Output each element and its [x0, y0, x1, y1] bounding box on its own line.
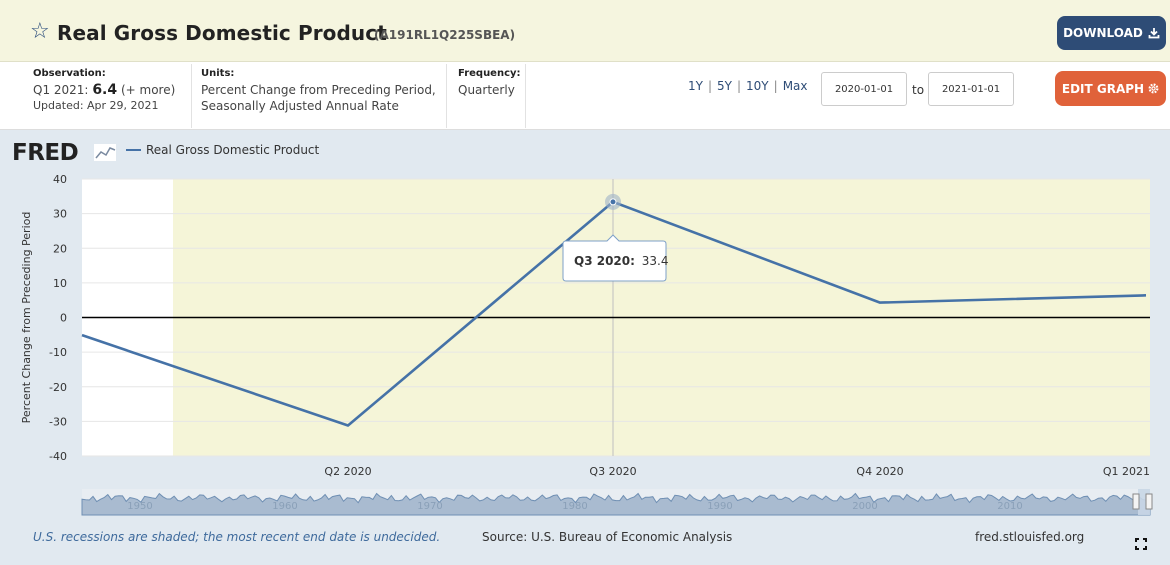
data-point-q2-2020[interactable]: [346, 423, 351, 428]
y-axis-label: Percent Change from Preceding Period: [20, 212, 33, 424]
navigator-year-label: 2010: [997, 501, 1022, 512]
units-line-1: Percent Change from Preceding Period,: [201, 83, 436, 97]
series-id: (A191RL1Q225SBEA): [374, 28, 516, 42]
navigator-labels: 1950 1960 1970 1980 1990 2000 2010: [127, 501, 1022, 512]
observation-value: 6.4: [92, 82, 118, 98]
to-label: to: [912, 83, 925, 97]
navigator-handle-left[interactable]: [1132, 493, 1140, 510]
divider: [191, 64, 192, 128]
navigator-year-label: 1970: [417, 501, 442, 512]
navigator-year-label: 1980: [562, 501, 587, 512]
navigator-year-label: 2000: [852, 501, 877, 512]
header: ☆ Real Gross Domestic Product (A191RL1Q2…: [0, 0, 1170, 62]
chart-svg: FRED Real Gross Domestic Product 4030201…: [12, 140, 1153, 516]
tooltip: Q3 2020: 33.4: [562, 234, 668, 282]
y-tick-label: 10: [53, 277, 67, 290]
range-10y-link[interactable]: 10Y: [746, 79, 769, 93]
y-tick-label: -10: [49, 346, 67, 359]
y-tick-label: -40: [49, 450, 67, 463]
data-point-q1-2021[interactable]: [1144, 293, 1149, 298]
download-label: DOWNLOAD: [1063, 26, 1143, 40]
y-axis-ticks: 40 30 20 10 0 -10 -20 -30 -40: [49, 173, 67, 463]
legend-label[interactable]: Real Gross Domestic Product: [146, 143, 320, 157]
frequency-value: Quarterly: [458, 83, 515, 97]
range-5y-link[interactable]: 5Y: [717, 79, 732, 93]
gear-icon: [1148, 83, 1159, 94]
y-tick-label: -20: [49, 381, 67, 394]
site-link[interactable]: fred.stlouisfed.org: [975, 530, 1085, 544]
x-axis-ticks: Q2 2020 Q3 2020 Q4 2020 Q1 2021: [324, 465, 1150, 478]
y-tick-label: 40: [53, 173, 67, 186]
y-tick-label: 0: [60, 312, 67, 325]
data-point-q4-2020[interactable]: [878, 300, 883, 305]
edit-graph-label: EDIT GRAPH: [1061, 81, 1145, 96]
x-tick-label: Q1 2021: [1103, 465, 1150, 478]
hover-marker[interactable]: [609, 198, 617, 206]
star-icon[interactable]: ☆: [30, 19, 50, 44]
observation-period: Q1 2021:: [33, 83, 89, 97]
range-selector: 1Y | 5Y | 10Y | Max: [688, 79, 808, 93]
range-max-link[interactable]: Max: [782, 79, 808, 93]
source-text: Source: U.S. Bureau of Economic Analysis: [482, 530, 733, 544]
download-icon: [1148, 28, 1160, 39]
tooltip-label: Q3 2020:: [574, 254, 635, 268]
tooltip-text: Q3 2020: 33.4: [574, 254, 668, 268]
navigator-series: [81, 492, 1151, 516]
navigator-year-label: 1950: [127, 501, 152, 512]
data-point-q1-2020[interactable]: [80, 333, 85, 338]
download-button[interactable]: DOWNLOAD: [1057, 16, 1166, 50]
navigator-handle-right[interactable]: [1145, 493, 1153, 510]
units-block: Units: Percent Change from Preceding Per…: [201, 68, 436, 128]
x-tick-label: Q3 2020: [589, 465, 636, 478]
fred-logo: FRED: [12, 140, 78, 166]
fullscreen-icon[interactable]: [1135, 538, 1147, 550]
units-line-2: Seasonally Adjusted Annual Rate: [201, 99, 399, 113]
x-tick-label: Q4 2020: [856, 465, 903, 478]
y-tick-label: 30: [53, 208, 67, 221]
tooltip-box: [562, 234, 667, 282]
chart-area: FRED Real Gross Domestic Product 40 30 20 1…: [0, 130, 1170, 565]
date-from-input[interactable]: [821, 72, 907, 106]
edit-graph-button[interactable]: EDIT GRAPH: [1055, 71, 1166, 106]
y-tick-label: -30: [49, 415, 67, 428]
recession-note: U.S. recessions are shaded; the most rec…: [33, 530, 441, 544]
navigator-year-label: 1960: [272, 501, 297, 512]
observation-block: Observation: Q1 2021: 6.4 (+ more) Updat…: [33, 68, 175, 128]
divider: [446, 64, 447, 128]
frequency-block: Frequency: Quarterly: [458, 68, 521, 128]
units-label: Units:: [201, 68, 235, 79]
y-tick-label: 20: [53, 242, 67, 255]
navigator-year-label: 1990: [707, 501, 732, 512]
observation-label: Observation:: [33, 68, 106, 79]
divider: [525, 64, 526, 128]
date-to-input[interactable]: [928, 72, 1014, 106]
page-title: Real Gross Domestic Product: [57, 21, 387, 45]
tooltip-value: 33.4: [642, 254, 669, 268]
fred-logo-chart-icon: [94, 144, 116, 161]
range-navigator[interactable]: 1950 1960 1970 1980 1990 2000 2010: [81, 489, 1153, 516]
x-tick-label: Q2 2020: [324, 465, 371, 478]
info-bar: Observation: Q1 2021: 6.4 (+ more) Updat…: [0, 62, 1170, 130]
updated-date: Updated: Apr 29, 2021: [33, 99, 159, 112]
frequency-label: Frequency:: [458, 68, 521, 79]
range-1y-link[interactable]: 1Y: [688, 79, 703, 93]
observation-more-link[interactable]: (+ more): [120, 83, 176, 97]
data-points: [80, 193, 1149, 428]
